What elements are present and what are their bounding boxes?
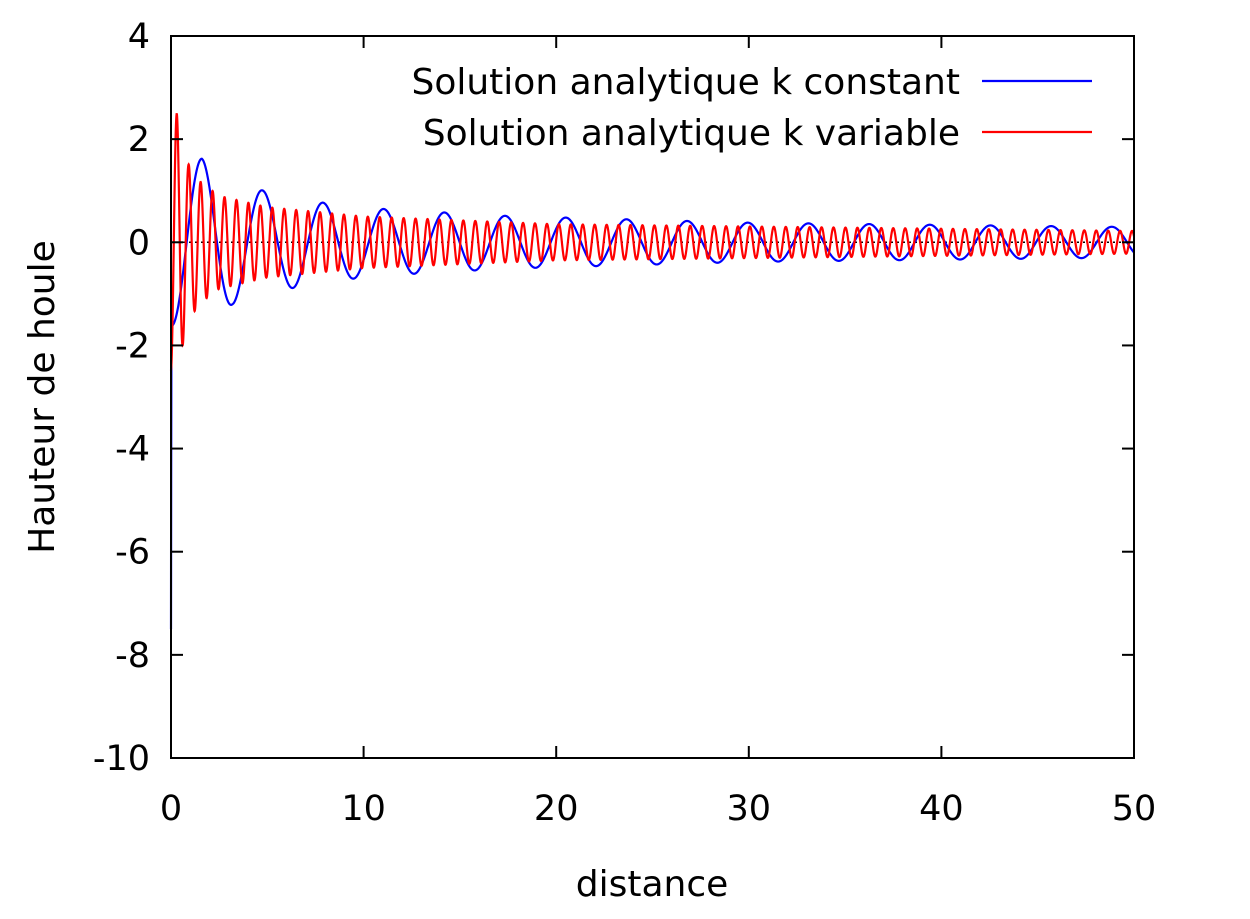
x-tick-labels: 0 10 20 30 40 50 bbox=[160, 789, 1156, 829]
y-tick-labels: -10 -8 -6 -4 -2 0 2 4 bbox=[93, 17, 150, 779]
y-tick-label: -6 bbox=[115, 533, 150, 573]
legend-label-k-variable: Solution analytique k variable bbox=[423, 113, 960, 154]
x-tick-label: 0 bbox=[160, 789, 182, 829]
x-tick-label: 50 bbox=[1112, 789, 1157, 829]
x-tick-label: 30 bbox=[727, 789, 772, 829]
y-axis-title: Hauteur de houle bbox=[22, 240, 63, 554]
x-tick-label: 40 bbox=[919, 789, 964, 829]
y-tick-label: -10 bbox=[93, 739, 150, 779]
legend: Solution analytique k constant Solution … bbox=[411, 62, 1092, 154]
x-axis-title: distance bbox=[576, 864, 729, 905]
plot-frame bbox=[170, 35, 1135, 759]
x-tick-label: 20 bbox=[534, 789, 579, 829]
y-tick-label: 0 bbox=[128, 223, 150, 263]
y-tick-label: -8 bbox=[115, 636, 150, 676]
y-tick-label: -2 bbox=[115, 326, 150, 366]
legend-label-k-constant: Solution analytique k constant bbox=[411, 62, 960, 103]
x-tick-label: 10 bbox=[341, 789, 386, 829]
y-tick-label: 4 bbox=[128, 17, 150, 57]
y-tick-label: -4 bbox=[115, 430, 150, 470]
y-tick-label: 2 bbox=[128, 120, 150, 160]
series-layer bbox=[169, 112, 1136, 630]
series-line-k-variable bbox=[169, 112, 1136, 371]
